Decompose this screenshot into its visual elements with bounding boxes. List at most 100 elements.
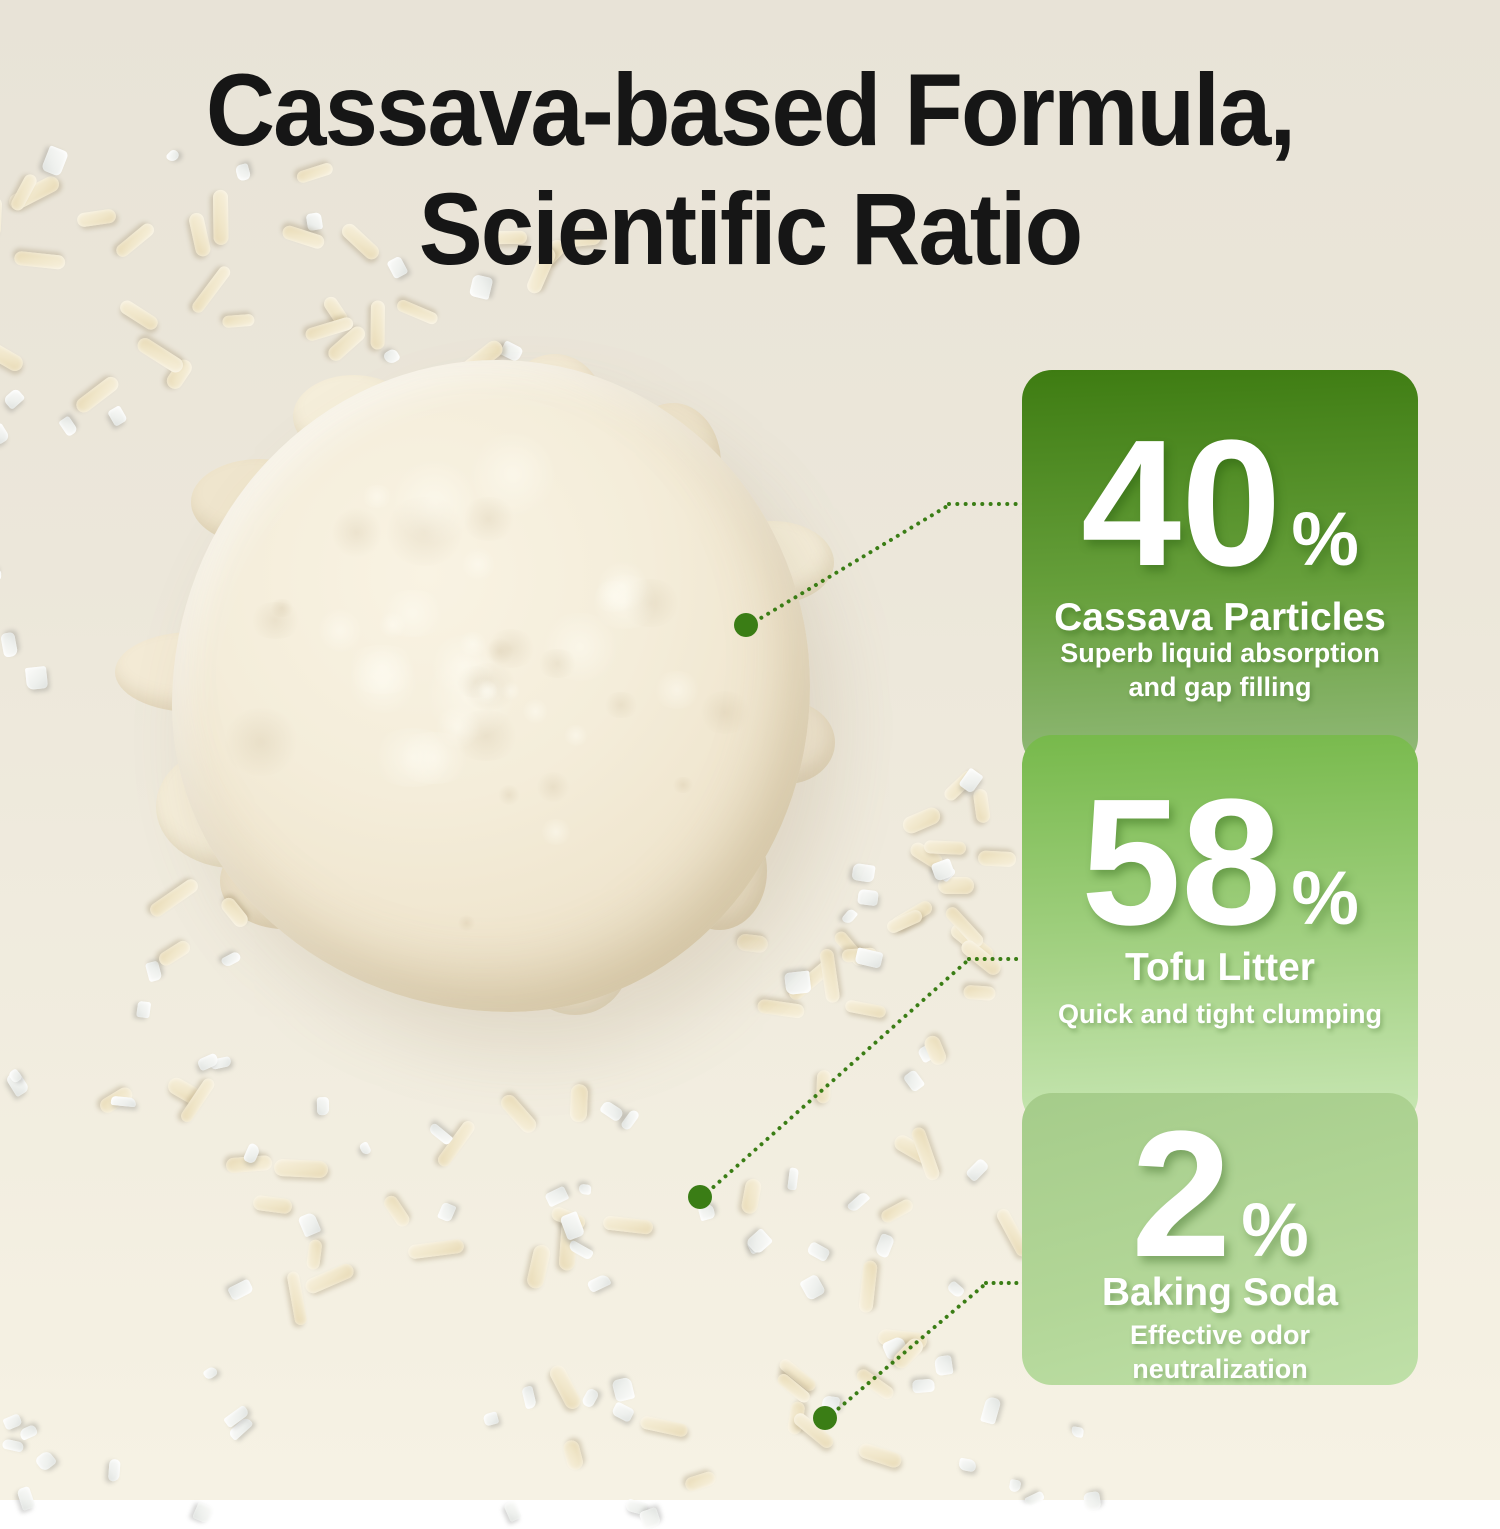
crystal-particle (902, 1069, 926, 1094)
tofu-stick-particle (602, 1214, 653, 1235)
stat-name: Tofu Litter (1125, 946, 1315, 989)
tofu-stick-particle (0, 197, 2, 237)
crystal-particle (18, 1423, 39, 1441)
clump-texture-spot (269, 599, 295, 618)
stat-unit: % (1291, 497, 1359, 582)
stat-description: Quick and tight clumping (1058, 999, 1382, 1029)
crystal-particle (783, 970, 812, 996)
callout-dot-tofu (688, 1185, 712, 1209)
crystal-particle (520, 1385, 537, 1410)
clump-texture-spot (697, 691, 752, 735)
tofu-stick-particle (526, 1243, 553, 1290)
crystal-particle (851, 862, 876, 884)
tofu-stick-particle (395, 297, 440, 326)
crystal-particle (0, 422, 11, 445)
tofu-stick-particle (973, 788, 992, 824)
tofu-stick-particle (305, 1238, 323, 1271)
stat-value-row: 2 % (1022, 1105, 1418, 1285)
clump-texture-spot (670, 776, 695, 794)
stat-unit: % (1291, 856, 1359, 941)
crystal-particle (578, 1182, 592, 1195)
stat-description: Effective odor neutralization (1129, 1320, 1311, 1384)
crystal-particle (544, 1186, 570, 1208)
crystal-particle (580, 1387, 600, 1410)
crystal-particle (24, 666, 48, 691)
tofu-stick-particle (639, 1414, 690, 1438)
crystal-particle (846, 1190, 871, 1214)
crystal-particle (1082, 1490, 1102, 1511)
crystal-particle (220, 950, 242, 969)
stat-name: Baking Soda (1101, 1271, 1339, 1314)
tofu-stick-particle (854, 1367, 897, 1402)
tofu-stick-particle (134, 335, 186, 376)
crystal-particle (316, 1096, 330, 1115)
clump-texture-spot (457, 914, 476, 932)
tofu-stick-particle (878, 1197, 915, 1225)
clump-texture-spot (563, 725, 589, 746)
crystal-particle (619, 1108, 640, 1131)
tofu-stick-particle (547, 1362, 583, 1411)
crystal-particle (965, 1157, 990, 1182)
clump-texture-spot (317, 608, 363, 654)
callout-line-soda-h (984, 1281, 1026, 1285)
stat-card-tofu: 58 % Tofu Litter Quick and tight clumpin… (1022, 735, 1418, 1126)
clump-texture-spot (393, 456, 476, 547)
crystal-particle (874, 1233, 896, 1259)
clump-texture-spot (429, 635, 497, 697)
crystal-particle (0, 631, 19, 658)
crystal-particle (1023, 1489, 1045, 1507)
crystal-particle (57, 414, 79, 437)
callout-line-cassava-h (947, 502, 1026, 506)
crystal-particle (599, 1099, 625, 1123)
tofu-stick-particle (818, 948, 841, 1004)
clump-texture-spot (247, 602, 303, 639)
tofu-stick-particle (857, 1260, 877, 1314)
crystal-particle (799, 1273, 826, 1301)
crystal-particle (933, 1354, 954, 1377)
clump-texture-spot (331, 505, 381, 559)
crystal-particle (16, 1486, 36, 1512)
clump-texture-spot (602, 691, 640, 719)
page-title-line1: Cassava-based Formula, (205, 53, 1296, 167)
clump-texture-spot (359, 485, 394, 509)
tofu-stick-particle (370, 300, 385, 350)
clump-texture-spot (221, 708, 302, 777)
stat-value-row: 40 % (1022, 414, 1418, 594)
tofu-stick-particle (844, 999, 888, 1019)
clump-texture-spot (470, 429, 556, 518)
tofu-stick-particle (561, 1437, 585, 1472)
tofu-stick-particle (155, 937, 193, 969)
crystal-particle (1071, 1426, 1085, 1439)
crystal-particle (201, 1365, 219, 1382)
stat-unit: % (1241, 1188, 1309, 1273)
litter-clump-image (172, 360, 810, 1012)
callout-dot-soda (813, 1406, 837, 1430)
clump-texture-spot (539, 819, 574, 846)
clump-texture-spot (521, 699, 550, 724)
crystal-particle (357, 1140, 372, 1157)
crystal-particle (586, 1272, 612, 1293)
tofu-stick-particle (900, 805, 943, 837)
clump-texture-spot (379, 611, 406, 640)
crystal-particle (786, 1167, 799, 1191)
clump-texture-spot (393, 732, 475, 785)
tofu-stick-particle (856, 1441, 903, 1470)
tofu-stick-particle (407, 1238, 465, 1261)
callout-line-tofu-h (967, 957, 1026, 961)
page-title-line2: Scientific Ratio (418, 172, 1083, 287)
crystal-particle (841, 907, 859, 926)
crystal-particle (1, 1438, 25, 1453)
tofu-stick-particle (923, 840, 967, 856)
crystal-particle (34, 1449, 57, 1473)
crystal-particle (144, 960, 163, 983)
crystal-particle (2, 387, 26, 410)
tofu-stick-particle (221, 313, 255, 329)
tofu-stick-particle (739, 1177, 763, 1215)
clump-texture-spot (651, 671, 702, 710)
crystal-particle (107, 1458, 121, 1483)
stat-card-cassava: 40 % Cassava Particles Superb liquid abs… (1022, 370, 1418, 768)
tofu-stick-particle (756, 999, 806, 1020)
crystal-particle (227, 1278, 255, 1302)
crystal-particle (0, 570, 2, 581)
stat-value: 2 (1131, 1094, 1232, 1295)
